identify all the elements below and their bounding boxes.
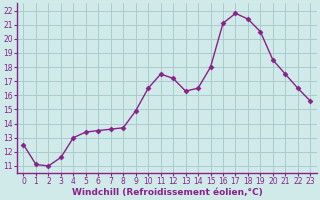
- X-axis label: Windchill (Refroidissement éolien,°C): Windchill (Refroidissement éolien,°C): [72, 188, 262, 197]
